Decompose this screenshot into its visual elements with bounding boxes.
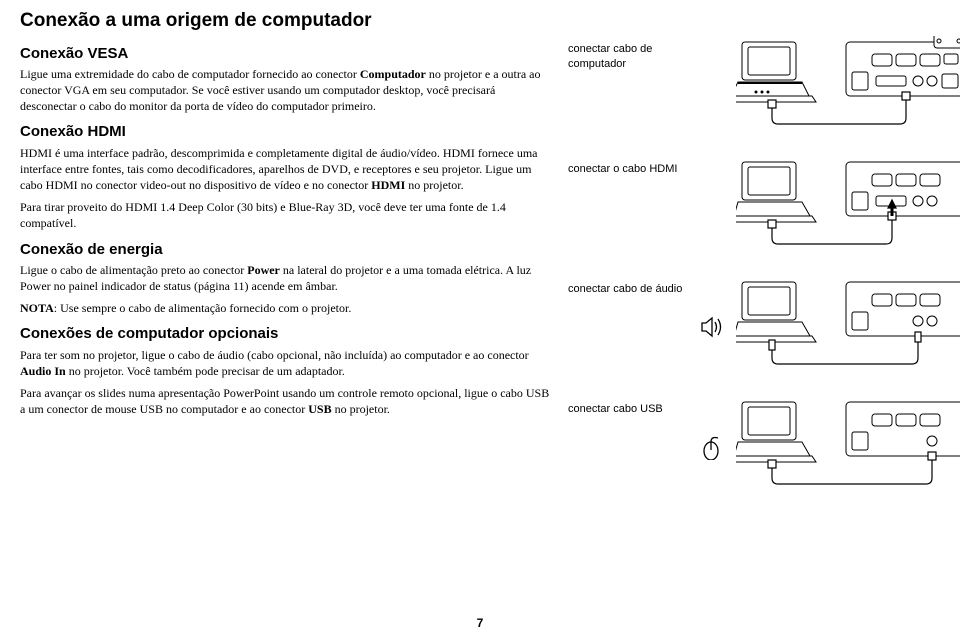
text-bold: USB <box>308 402 331 416</box>
text: no projetor. <box>405 178 463 192</box>
para-optional-1: Para ter som no projetor, ligue o cabo d… <box>20 347 550 379</box>
diagram-computer-cable <box>736 36 960 126</box>
text-bold: Power <box>247 263 280 277</box>
heading-optional: Conexões de computador opcionais <box>20 324 550 344</box>
text-bold: Audio In <box>20 364 66 378</box>
diagram-row-hdmi: conectar o cabo HDMI <box>568 156 960 246</box>
text-bold: HDMI <box>371 178 405 192</box>
diagram-hdmi <box>736 156 960 246</box>
speaker-icon <box>700 316 724 338</box>
para-power-note: NOTA: Use sempre o cabo de alimentação f… <box>20 300 550 316</box>
note-label: NOTA <box>20 301 54 315</box>
diagram-row-audio: conectar cabo de áudio <box>568 276 960 366</box>
caption-audio: conectar cabo de áudio <box>568 276 688 297</box>
page-title: Conexão a uma origem de computador <box>20 8 550 34</box>
para-power: Ligue o cabo de alimentação preto ao con… <box>20 262 550 294</box>
text-bold: Computador <box>360 67 426 81</box>
diagram-row-computer-cable: conectar cabo de computador <box>568 36 960 126</box>
para-hdmi-2: Para tirar proveito do HDMI 1.4 Deep Col… <box>20 199 550 231</box>
heading-vesa: Conexão VESA <box>20 44 550 64</box>
para-vesa: Ligue uma extremidade do cabo de computa… <box>20 66 550 115</box>
text: Ligue uma extremidade do cabo de computa… <box>20 67 360 81</box>
diagram-usb <box>736 396 960 486</box>
heading-hdmi: Conexão HDMI <box>20 122 550 142</box>
para-optional-2: Para avançar os slides numa apresentação… <box>20 385 550 417</box>
text: Para avançar os slides numa apresentação… <box>20 386 549 416</box>
caption-usb: conectar cabo USB <box>568 396 688 417</box>
diagram-audio <box>736 276 960 366</box>
text: no projetor. Você também pode precisar d… <box>66 364 345 378</box>
text: Ligue o cabo de alimentação preto ao con… <box>20 263 247 277</box>
page-number: 7 <box>0 615 960 631</box>
para-hdmi-1: HDMI é uma interface padrão, descomprimi… <box>20 145 550 194</box>
text: Para ter som no projetor, ligue o cabo d… <box>20 348 529 362</box>
diagram-row-usb: conectar cabo USB <box>568 396 960 486</box>
text: no projetor. <box>332 402 390 416</box>
note-text: : Use sempre o cabo de alimentação forne… <box>54 301 352 315</box>
heading-power: Conexão de energia <box>20 240 550 260</box>
caption-computer-cable: conectar cabo de computador <box>568 36 688 72</box>
mouse-icon <box>700 436 722 460</box>
caption-hdmi: conectar o cabo HDMI <box>568 156 688 177</box>
